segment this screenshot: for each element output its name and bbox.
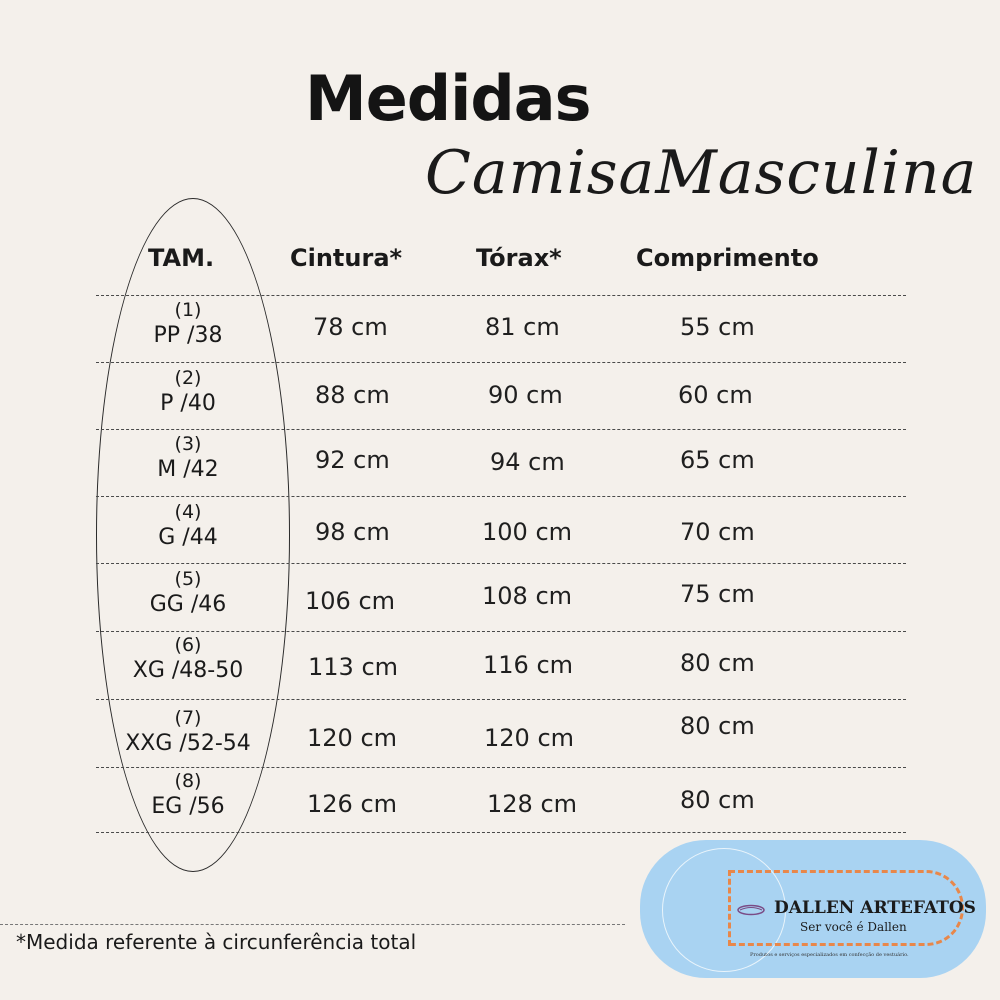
waist-value: 106 cm	[305, 587, 396, 615]
page-subtitle: CamisaMasculina	[425, 138, 978, 208]
chest-value: 90 cm	[488, 381, 563, 409]
waist-value: 120 cm	[307, 724, 398, 752]
row-divider	[96, 496, 906, 497]
logo-circle	[662, 848, 786, 972]
size-number: (5)	[174, 568, 202, 590]
size-label: G /44	[158, 525, 218, 550]
logo-brand-name: DALLEN ARTEFATOS	[774, 898, 976, 918]
chest-value: 94 cm	[490, 448, 565, 476]
header-waist: Cintura*	[290, 244, 403, 272]
row-divider	[96, 429, 906, 430]
row-divider	[96, 295, 906, 296]
logo-dashed-frame	[728, 870, 964, 946]
size-number: (2)	[174, 367, 202, 389]
size-number: (8)	[174, 770, 202, 792]
waist-value: 92 cm	[315, 446, 390, 474]
size-cell: (6) XG /48-50	[108, 633, 268, 685]
size-number: (7)	[174, 707, 202, 729]
size-label: EG /56	[151, 794, 225, 819]
size-cell: (5) GG /46	[108, 567, 268, 619]
chest-value: 81 cm	[485, 313, 560, 341]
brand-logo: DALLEN ARTEFATOS Ser você é Dallen Produ…	[640, 840, 986, 978]
row-divider	[96, 563, 906, 564]
row-divider	[96, 631, 906, 632]
length-value: 80 cm	[680, 712, 755, 740]
length-value: 75 cm	[680, 580, 755, 608]
waist-value: 88 cm	[315, 381, 390, 409]
footnote: *Medida referente à circunferência total	[16, 930, 417, 954]
size-label: GG /46	[149, 592, 227, 617]
length-value: 70 cm	[680, 518, 755, 546]
waist-value: 113 cm	[308, 653, 399, 681]
size-number: (4)	[174, 501, 202, 523]
eye-icon	[737, 904, 765, 916]
logo-tagline: Ser você é Dallen	[800, 920, 907, 934]
length-value: 60 cm	[678, 381, 753, 409]
size-label: PP /38	[153, 323, 223, 348]
size-label: P /40	[160, 391, 216, 416]
waist-value: 78 cm	[313, 313, 388, 341]
row-divider	[96, 362, 906, 363]
size-number: (3)	[174, 433, 202, 455]
length-value: 80 cm	[680, 649, 755, 677]
length-value: 65 cm	[680, 446, 755, 474]
size-label: XG /48-50	[132, 658, 244, 683]
footnote-divider	[0, 924, 625, 925]
size-label: M /42	[157, 457, 219, 482]
size-label: XXG /52-54	[125, 731, 251, 756]
chest-value: 128 cm	[487, 790, 578, 818]
logo-small-text: Produtos e serviços especializados em co…	[750, 952, 909, 958]
row-divider	[96, 832, 906, 833]
header-size: TAM.	[148, 244, 215, 272]
size-cell: (7) XXG /52-54	[108, 706, 268, 758]
size-number: (1)	[174, 299, 202, 321]
chest-value: 120 cm	[484, 724, 575, 752]
size-cell: (8) EG /56	[108, 769, 268, 821]
size-cell: (1) PP /38	[108, 298, 268, 350]
chest-value: 100 cm	[482, 518, 573, 546]
length-value: 55 cm	[680, 313, 755, 341]
waist-value: 98 cm	[315, 518, 390, 546]
page-title: Medidas	[305, 62, 592, 135]
waist-value: 126 cm	[307, 790, 398, 818]
chest-value: 116 cm	[483, 651, 574, 679]
header-length: Comprimento	[636, 244, 819, 272]
size-cell: (4) G /44	[108, 500, 268, 552]
chest-value: 108 cm	[482, 582, 573, 610]
header-chest: Tórax*	[476, 244, 562, 272]
length-value: 80 cm	[680, 786, 755, 814]
size-cell: (2) P /40	[108, 366, 268, 418]
row-divider	[96, 699, 906, 700]
size-number: (6)	[174, 634, 202, 656]
size-column-oval	[96, 198, 290, 872]
row-divider	[96, 767, 906, 768]
size-cell: (3) M /42	[108, 432, 268, 484]
